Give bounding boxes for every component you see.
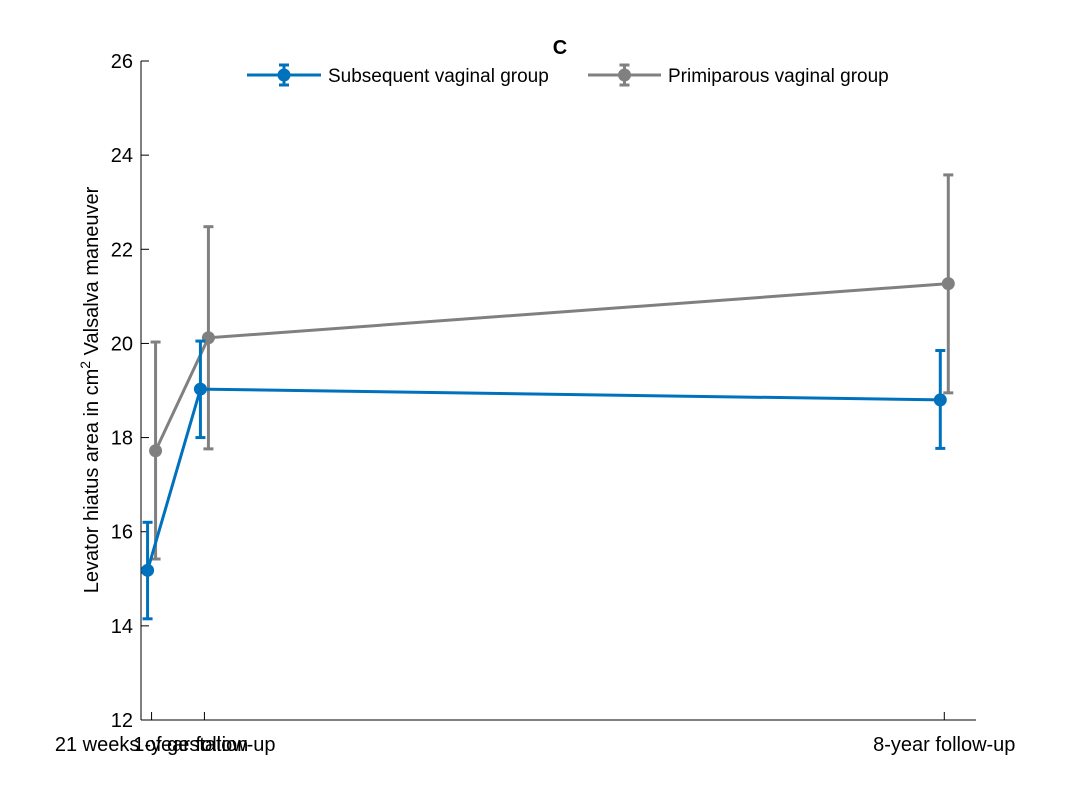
legend-label: Subsequent vaginal group	[328, 66, 549, 87]
legend-item-subsequent: Subsequent vaginal group	[247, 63, 549, 87]
chart-title: C	[553, 37, 567, 59]
data-point	[149, 444, 163, 458]
y-axis-label-main: Levator hiatus area in cm	[81, 369, 103, 594]
data-point	[933, 393, 947, 407]
x-tick-label: 1-year follow-up	[133, 734, 275, 756]
y-axis-label-superscript: 2	[77, 361, 93, 369]
y-tick-label: 22	[111, 239, 133, 261]
y-tick-label: 12	[111, 710, 133, 732]
series-line	[154, 282, 949, 452]
series-layer	[141, 173, 955, 621]
x-tick-label: 21 weeks of gestation	[55, 734, 248, 756]
y-tick-label: 20	[111, 333, 133, 355]
series-primiparous	[149, 173, 955, 561]
y-tick-label: 26	[111, 51, 133, 73]
y-tick-label: 16	[111, 522, 133, 544]
y-axis-label: Levator hiatus area in cm2 Valsalva mane…	[77, 186, 103, 593]
y-tick-label: 14	[111, 616, 133, 638]
y-tick-label: 24	[111, 145, 133, 167]
data-point	[141, 563, 155, 577]
legend-marker	[618, 68, 631, 82]
axes: 12 14 16 18 20 22 24 26 21 weeks of gestation1-y…	[55, 51, 1016, 756]
y-tick-label: 18	[111, 428, 133, 450]
legend-item-primiparous: Primiparous vaginal group	[588, 63, 889, 87]
series-subsequent	[141, 339, 947, 621]
legend-label: Primiparous vaginal group	[668, 66, 889, 87]
y-axis-label-suffix: Valsalva maneuver	[81, 186, 103, 361]
data-point	[941, 277, 955, 291]
data-point	[193, 382, 207, 396]
legend: Subsequent vaginal group Primiparous vagi…	[247, 63, 889, 87]
series-line	[146, 387, 941, 571]
legend-marker	[277, 68, 291, 82]
x-tick-label: 8-year follow-up	[873, 734, 1015, 756]
